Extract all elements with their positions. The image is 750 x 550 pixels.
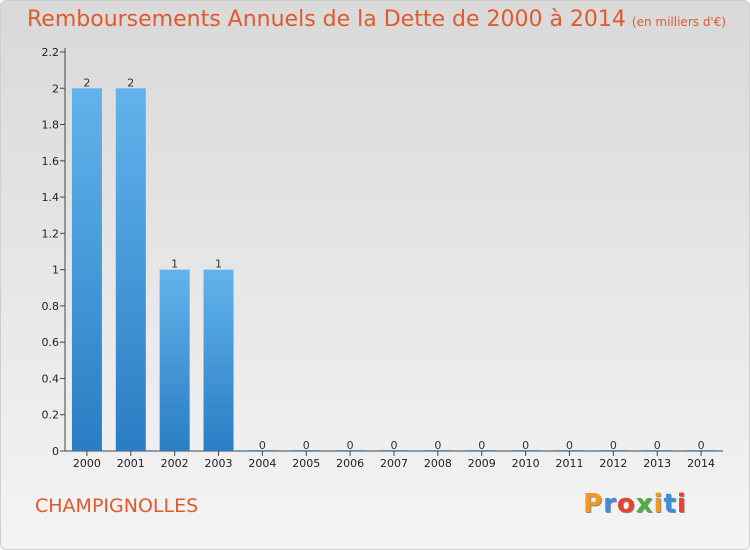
x-tick-label: 2014 <box>687 457 715 470</box>
y-tick-label: 1.4 <box>42 191 60 204</box>
y-tick-label: 1.6 <box>42 155 60 168</box>
x-tick-label: 2001 <box>117 457 145 470</box>
bar <box>115 88 146 451</box>
y-tick-label: 0.8 <box>42 300 60 313</box>
bar-value-label: 0 <box>391 439 398 452</box>
bar <box>291 450 322 451</box>
bar-value-label: 0 <box>522 439 529 452</box>
bar <box>466 450 497 451</box>
bar-value-label: 0 <box>259 439 266 452</box>
x-tick-label: 2006 <box>336 457 364 470</box>
bar <box>203 269 234 451</box>
bar <box>335 450 366 451</box>
x-tick-label: 2010 <box>512 457 540 470</box>
bar <box>71 88 102 451</box>
bar-value-label: 0 <box>654 439 661 452</box>
bar-value-label: 0 <box>698 439 705 452</box>
bar-value-label: 0 <box>610 439 617 452</box>
bar <box>247 450 278 451</box>
bar-value-label: 0 <box>303 439 310 452</box>
bar-value-label: 1 <box>215 258 222 271</box>
proxiti-logo[interactable]: Proxiti <box>583 489 687 519</box>
x-tick-label: 2008 <box>424 457 452 470</box>
bar-value-label: 0 <box>566 439 573 452</box>
bar <box>598 450 629 451</box>
y-tick-label: 0.4 <box>42 372 60 385</box>
bar <box>686 450 717 451</box>
labels: 2000 2 2001 2 2002 1 2003 1 2004 0 2005 0 2006 0 2007 0… <box>73 76 715 470</box>
x-tick-label: 2012 <box>599 457 627 470</box>
x-tick-label: 2003 <box>205 457 233 470</box>
bar <box>642 450 673 451</box>
bar <box>422 450 453 451</box>
y-tick-label: 0 <box>52 445 59 458</box>
bar <box>159 269 190 451</box>
x-tick-label: 2004 <box>248 457 276 470</box>
y-tick-label: 2.2 <box>42 46 60 59</box>
bar-value-label: 0 <box>347 439 354 452</box>
y-tick-label: 0.2 <box>42 409 60 422</box>
commune-name: CHAMPIGNOLLES <box>35 495 199 517</box>
chart-unit: (en milliers d'€) <box>631 15 727 29</box>
x-tick-label: 2005 <box>292 457 320 470</box>
bars <box>71 88 717 451</box>
y-tick-label: 0.6 <box>42 336 60 349</box>
bar <box>379 450 409 451</box>
bar-value-label: 1 <box>171 258 178 271</box>
bar-value-label: 0 <box>434 439 441 452</box>
bar <box>554 450 585 451</box>
chart-title: Remboursements Annuels de la Dette de 20… <box>27 7 726 32</box>
y-tick-label: 1.2 <box>42 227 60 240</box>
bar-value-label: 2 <box>127 76 134 89</box>
x-tick-label: 2013 <box>643 457 671 470</box>
bar-value-label: 2 <box>83 76 90 89</box>
y-tick-label: 1.8 <box>42 119 60 132</box>
y-tick-label: 1 <box>52 264 59 277</box>
bar <box>510 450 541 451</box>
x-tick-label: 2007 <box>380 457 408 470</box>
x-tick-label: 2011 <box>555 457 583 470</box>
x-tick-label: 2000 <box>73 457 101 470</box>
x-tick-label: 2002 <box>161 457 189 470</box>
axes: 0 0.2 0.4 0.6 0.8 1 1.2 1.4 1.6 1.8 2 2.2 <box>42 46 723 458</box>
y-tick-label: 2 <box>52 82 59 95</box>
x-tick-label: 2009 <box>468 457 496 470</box>
chart-title-text: Remboursements Annuels de la Dette de 20… <box>27 7 626 32</box>
bar-value-label: 0 <box>478 439 485 452</box>
